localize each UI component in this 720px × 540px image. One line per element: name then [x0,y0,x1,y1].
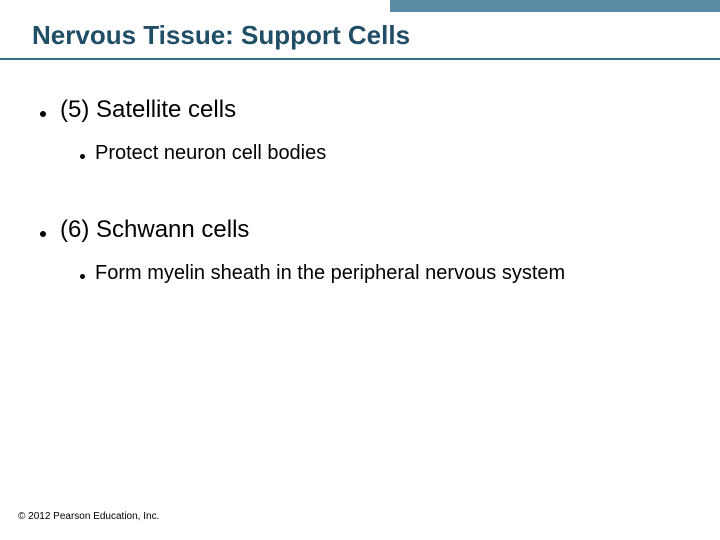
title-underline [0,58,720,60]
bullet-icon [40,231,46,237]
accent-bar [390,0,720,12]
copyright-text: © 2012 Pearson Education, Inc. [18,511,159,522]
bullet-icon [80,274,85,279]
list-subitem-label: Form myelin sheath in the peripheral ner… [95,262,565,285]
list-item-label: (5) Satellite cells [60,96,236,124]
content-area: (6) Schwann cells Form myelin sheath in … [32,216,688,285]
slide-title: Nervous Tissue: Support Cells [32,20,410,51]
list-item-label: (6) Schwann cells [60,216,249,244]
list-subitem-label: Protect neuron cell bodies [95,142,326,165]
list-subitem: Form myelin sheath in the peripheral ner… [80,262,688,285]
bullet-icon [80,154,85,159]
list-item: (6) Schwann cells [40,216,688,244]
content-area: (5) Satellite cells Protect neuron cell … [32,96,688,165]
bullet-icon [40,111,46,117]
list-item: (5) Satellite cells [40,96,688,124]
list-subitem: Protect neuron cell bodies [80,142,688,165]
